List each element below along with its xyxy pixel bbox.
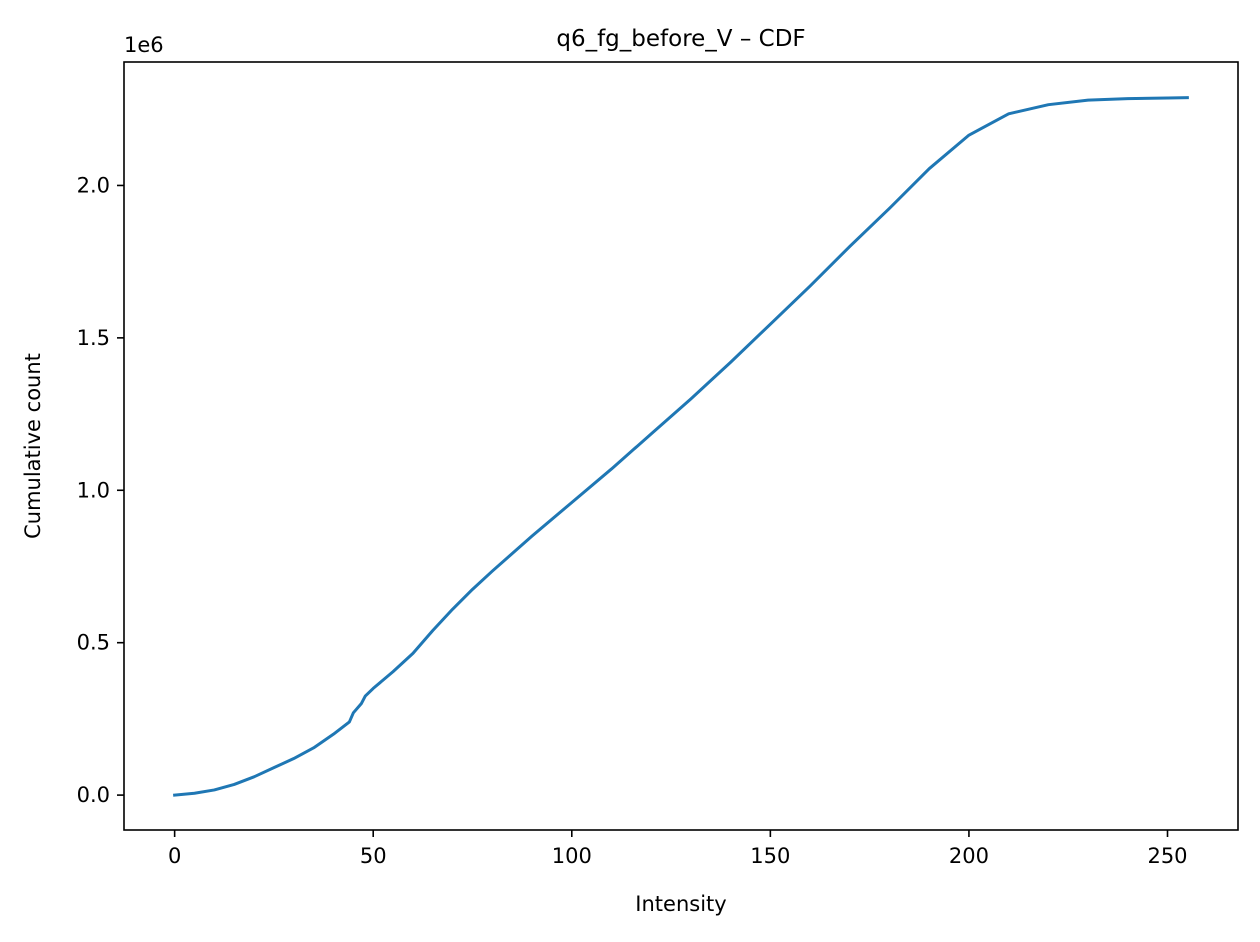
plot-area — [173, 96, 1189, 797]
axis-ticks: 0 50 100 150 200 250 0.0 0.5 1.0 1.5 2.0 — [77, 173, 1188, 868]
cdf-data-point — [392, 671, 394, 673]
cdf-data-point — [372, 687, 374, 690]
cdf-data-point — [571, 501, 573, 504]
cdf-series-line — [173, 96, 1189, 797]
cdf-data-point — [650, 433, 652, 435]
y-axis-label: Cumulative count — [21, 353, 45, 539]
cdf-data-point — [610, 468, 613, 470]
cdf-data-point — [531, 535, 533, 537]
cdf-data-point — [273, 767, 275, 769]
x-tick-label: 200 — [949, 844, 989, 868]
cdf-data-point — [769, 323, 771, 325]
cdf-data-point — [332, 733, 335, 735]
cdf-data-point — [968, 134, 970, 136]
cdf-data-point — [360, 703, 362, 705]
cdf-data-point — [928, 168, 930, 170]
y-tick-label: 1.5 — [77, 326, 110, 350]
cdf-data-point — [174, 794, 176, 796]
cdf-data-point — [1087, 99, 1089, 101]
cdf-data-point — [809, 285, 811, 287]
y-tick-label: 2.0 — [77, 173, 110, 197]
x-tick-label: 0 — [168, 844, 181, 868]
cdf-data-point — [313, 747, 315, 749]
chart-title: q6_fg_before_V – CDF — [556, 26, 805, 52]
x-tick-label: 100 — [552, 844, 592, 868]
cdf-data-point — [412, 652, 414, 654]
cdf-data-point — [293, 757, 295, 760]
x-tick-label: 250 — [1147, 844, 1187, 868]
cdf-data-point — [730, 361, 732, 363]
y-axis-offset-label: 1e6 — [124, 33, 164, 57]
plot-frame — [123, 61, 1239, 831]
cdf-data-point — [491, 570, 493, 572]
cdf-data-point — [348, 721, 350, 723]
y-tick-label: 0.0 — [77, 783, 110, 807]
cdf-data-point — [193, 792, 196, 794]
cdf-data-point — [432, 629, 434, 632]
cdf-data-point — [364, 695, 366, 697]
cdf-data-point — [1166, 97, 1169, 99]
cdf-data-point — [1127, 97, 1129, 100]
cdf-data-point — [690, 398, 692, 400]
cdf-data-point — [233, 783, 235, 786]
cdf-data-point — [213, 789, 215, 791]
cdf-data-point — [1047, 104, 1049, 106]
cdf-data-point — [253, 776, 255, 778]
y-tick-label: 0.5 — [77, 631, 110, 655]
cdf-data-point — [452, 608, 454, 610]
cdf-data-point — [849, 245, 851, 248]
x-tick-label: 150 — [750, 844, 790, 868]
x-axis-label: Intensity — [635, 892, 726, 916]
cdf-data-point — [1186, 97, 1188, 99]
cdf-data-point — [1008, 113, 1010, 115]
y-tick-label: 1.0 — [77, 478, 110, 502]
cdf-data-point — [888, 207, 891, 209]
cdf-data-point — [471, 588, 474, 590]
cdf-data-point — [352, 712, 354, 714]
x-tick-label: 50 — [360, 844, 387, 868]
